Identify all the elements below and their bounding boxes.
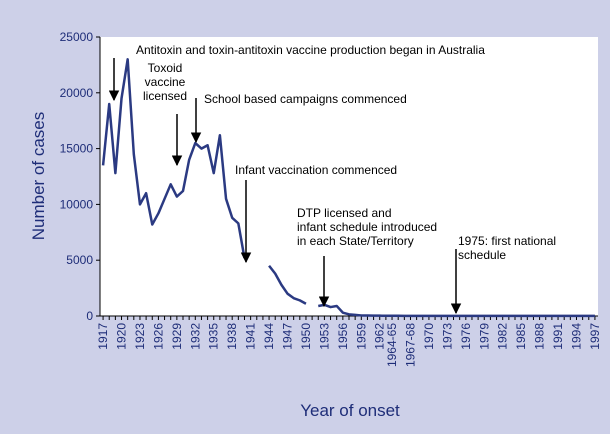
- x-tick-label: 1964-65: [385, 323, 399, 367]
- y-tick-label: 15000: [60, 142, 94, 156]
- x-axis-title: Year of onset: [300, 401, 400, 420]
- x-tick-label: 1973: [440, 323, 454, 350]
- x-tick-label: 1935: [207, 323, 221, 350]
- x-tick-label: 1953: [317, 323, 331, 350]
- annotation: schedule: [458, 248, 506, 262]
- y-tick-label: 0: [86, 309, 93, 323]
- y-axis-title: Number of cases: [29, 112, 48, 241]
- annotation: in each State/Territory: [297, 234, 414, 248]
- annotation: infant schedule introduced: [297, 220, 437, 234]
- x-tick-label: 1997: [588, 323, 602, 350]
- x-tick-label: 1938: [225, 323, 239, 350]
- x-tick-label: 1976: [459, 323, 473, 350]
- x-tick-label: 1941: [244, 323, 258, 350]
- x-tick-label: 1917: [96, 323, 110, 350]
- annotation: 1975: first national: [458, 234, 556, 248]
- annotation: School based campaigns commenced: [204, 92, 407, 106]
- x-tick-label: 1982: [496, 323, 510, 350]
- x-tick-label: 1956: [336, 323, 350, 350]
- y-tick-label: 5000: [66, 253, 93, 267]
- x-tick-label: 1994: [569, 323, 583, 350]
- x-tick-label: 1985: [514, 323, 528, 350]
- x-tick-label: 1950: [299, 323, 313, 350]
- x-tick-label: 1967-68: [403, 323, 417, 367]
- annotation: Antitoxin and toxin-antitoxin vaccine pr…: [136, 43, 485, 57]
- x-tick-label: 1991: [551, 323, 565, 350]
- x-tick-label: 1932: [188, 323, 202, 350]
- annotation: Infant vaccination commenced: [235, 163, 397, 177]
- x-tick-label: 1947: [281, 323, 295, 350]
- x-tick-label: 1923: [133, 323, 147, 350]
- y-tick-label: 25000: [60, 30, 94, 44]
- plot-area: [100, 37, 598, 316]
- x-tick-label: 1920: [115, 323, 129, 350]
- annotation: DTP licensed and: [297, 206, 392, 220]
- x-tick-label: 1979: [477, 323, 491, 350]
- x-tick-label: 1970: [422, 323, 436, 350]
- annotation: licensed: [143, 89, 187, 103]
- y-tick-label: 20000: [60, 86, 94, 100]
- annotation: vaccine: [145, 75, 186, 89]
- x-tick-label: 1988: [533, 323, 547, 350]
- series-line: [101, 58, 595, 318]
- x-tick-label: 1926: [151, 323, 165, 350]
- x-tick-label: 1962: [373, 323, 387, 350]
- x-tick-label: 1944: [262, 323, 276, 350]
- x-tick-label: 1929: [170, 323, 184, 350]
- y-tick-label: 10000: [60, 197, 94, 211]
- annotation: Toxoid: [148, 61, 183, 75]
- x-tick-label: 1959: [354, 323, 368, 350]
